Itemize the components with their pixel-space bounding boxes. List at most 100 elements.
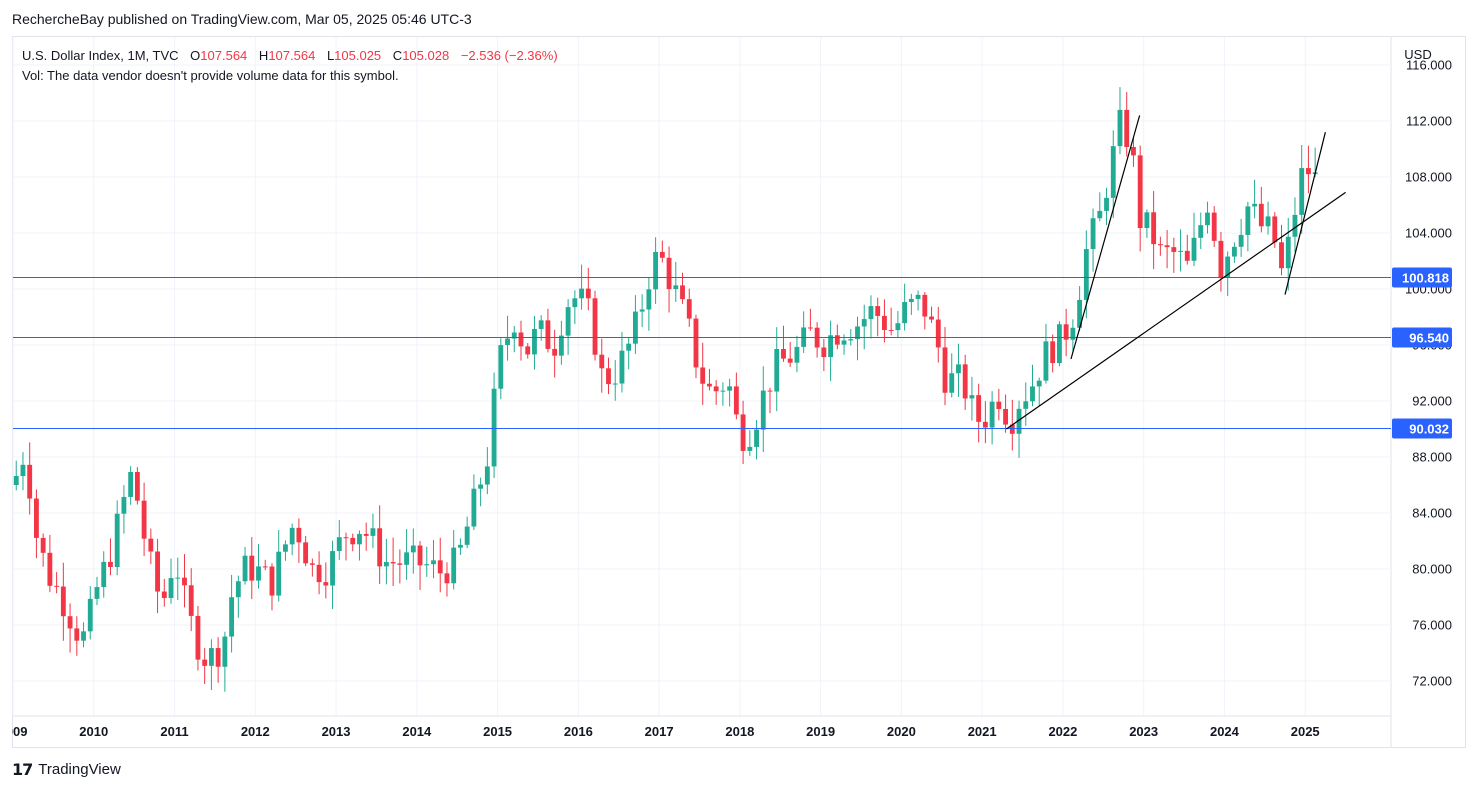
candles: [13, 87, 1318, 692]
candle-body: [424, 564, 430, 566]
candle: [868, 295, 874, 339]
candle-body: [888, 329, 894, 331]
candle: [1124, 92, 1130, 157]
candle: [370, 513, 376, 549]
candle-body: [969, 395, 975, 399]
candle: [276, 530, 282, 602]
candle: [1211, 206, 1217, 247]
candle: [323, 562, 329, 599]
candle-body: [94, 587, 100, 599]
time-tick-label: 2022: [1048, 724, 1077, 739]
candle: [525, 342, 531, 359]
symbol-name[interactable]: U.S. Dollar Index, 1M, TVC: [22, 48, 179, 63]
candle: [128, 466, 134, 505]
candle-body: [848, 339, 854, 341]
candle: [330, 540, 335, 610]
candle-body: [350, 537, 356, 545]
candle: [336, 520, 342, 560]
candle: [229, 574, 235, 653]
candle-body: [1265, 216, 1271, 227]
candle-body: [464, 526, 470, 545]
candle-body: [1211, 212, 1217, 241]
candle-body: [1137, 155, 1143, 229]
candle: [558, 320, 564, 365]
candle-body: [309, 563, 315, 565]
candle: [1104, 187, 1109, 226]
candle-body: [976, 395, 982, 422]
candle-body: [1157, 244, 1163, 246]
candle: [303, 535, 309, 567]
candle-body: [491, 388, 497, 467]
candle: [1090, 208, 1096, 272]
candle: [357, 530, 362, 561]
candle-body: [821, 347, 827, 358]
candle: [565, 299, 571, 355]
candle-body: [303, 542, 309, 564]
candle-body: [760, 390, 766, 430]
publisher-line: RechercheBay published on TradingView.co…: [12, 11, 472, 27]
candle-body: [444, 573, 450, 584]
candle-body: [161, 591, 167, 599]
candle: [1131, 136, 1136, 167]
price-tick-label: 84.000: [1412, 506, 1452, 521]
candle: [1043, 323, 1049, 384]
candle: [774, 327, 780, 412]
candle-body: [1117, 109, 1123, 147]
candle-body: [269, 566, 275, 596]
candle: [989, 391, 995, 445]
candle: [733, 372, 739, 420]
candle: [101, 551, 107, 598]
level-price-label: 96.540: [1409, 330, 1449, 345]
tradingview-logo-icon: 17: [12, 760, 33, 779]
candle: [599, 338, 605, 393]
axis-left-mask: [0, 720, 12, 746]
candle-body: [1258, 203, 1264, 227]
candle: [834, 324, 840, 350]
candle-body: [87, 598, 93, 632]
candle: [1306, 145, 1311, 194]
high-label: H: [258, 48, 269, 63]
candle-body: [47, 552, 53, 586]
candle: [895, 310, 901, 338]
candle-body: [922, 294, 928, 317]
candle: [929, 306, 934, 324]
time-tick-label: 2020: [887, 724, 916, 739]
candle-body: [323, 582, 329, 586]
candle-body: [807, 327, 813, 329]
candle-body: [222, 636, 228, 667]
candle-body: [713, 386, 719, 392]
candle: [545, 308, 551, 353]
candle-body: [956, 364, 961, 374]
candle: [1056, 321, 1062, 367]
candle-body: [532, 328, 537, 355]
grid-lines: [12, 37, 1390, 716]
candle: [1023, 382, 1029, 426]
candle-body: [242, 555, 248, 582]
candle: [94, 576, 100, 606]
candle: [33, 489, 39, 559]
candle: [1191, 212, 1197, 267]
candle: [619, 331, 625, 393]
candle: [1258, 186, 1264, 233]
candle: [1292, 197, 1298, 253]
candle: [67, 603, 73, 653]
candle-body: [545, 320, 551, 349]
candle-body: [404, 552, 410, 565]
level-price-badge: [1392, 418, 1452, 439]
volume-note: Vol: The data vendor doesn't provide vol…: [22, 68, 399, 83]
candle-body: [511, 332, 517, 339]
candle: [1285, 217, 1291, 291]
candle-body: [787, 358, 793, 363]
candle-body: [1063, 324, 1069, 340]
candle-body: [1023, 401, 1029, 409]
candle-body: [74, 628, 80, 641]
candle: [74, 616, 80, 656]
tradingview-brand[interactable]: 17 TradingView: [12, 760, 121, 779]
candle-body: [929, 316, 934, 320]
level-price-badge: [1392, 267, 1452, 288]
candle: [262, 559, 268, 571]
candle-body: [949, 373, 955, 393]
candle-body: [1131, 146, 1136, 156]
candle: [168, 558, 174, 604]
